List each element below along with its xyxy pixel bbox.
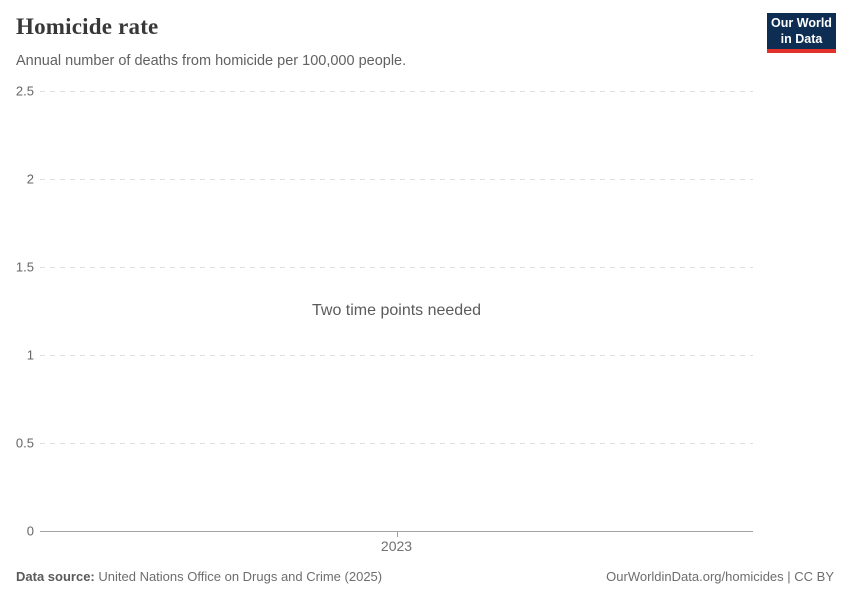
credit-link[interactable]: OurWorldinData.org/homicides | CC BY xyxy=(606,569,834,584)
gridline xyxy=(40,355,753,356)
data-source: Data source: United Nations Office on Dr… xyxy=(16,569,382,584)
y-axis-tick-label: 1 xyxy=(26,347,34,363)
empty-state-message: Two time points needed xyxy=(312,302,481,319)
data-source-value: United Nations Office on Drugs and Crime… xyxy=(98,569,383,584)
x-axis-tick-mark xyxy=(396,531,398,537)
gridline xyxy=(40,443,753,444)
gridline xyxy=(40,179,753,180)
owid-logo[interactable]: Our World in Data xyxy=(767,13,836,53)
chart-footer: Data source: United Nations Office on Dr… xyxy=(16,569,834,584)
y-axis-tick-label: 0 xyxy=(26,523,34,539)
data-source-label: Data source: xyxy=(16,569,95,584)
page-title: Homicide rate xyxy=(16,14,159,39)
gridline xyxy=(40,91,753,92)
chart-subtitle: Annual number of deaths from homicide pe… xyxy=(16,53,407,69)
owid-logo-line1: Our World xyxy=(771,16,832,30)
gridline xyxy=(40,267,753,268)
y-axis-tick-label: 1.5 xyxy=(15,259,34,275)
y-axis-tick-label: 0.5 xyxy=(15,435,34,451)
owid-logo-line2: in Data xyxy=(780,31,823,46)
y-axis-tick-label: 2.5 xyxy=(15,83,34,99)
y-axis-tick-label: 2 xyxy=(26,171,34,187)
x-axis-tick-label: 2023 xyxy=(380,538,413,554)
plot-area: 2.5 2 1.5 1 0.5 0 Two time points needed… xyxy=(16,84,753,554)
